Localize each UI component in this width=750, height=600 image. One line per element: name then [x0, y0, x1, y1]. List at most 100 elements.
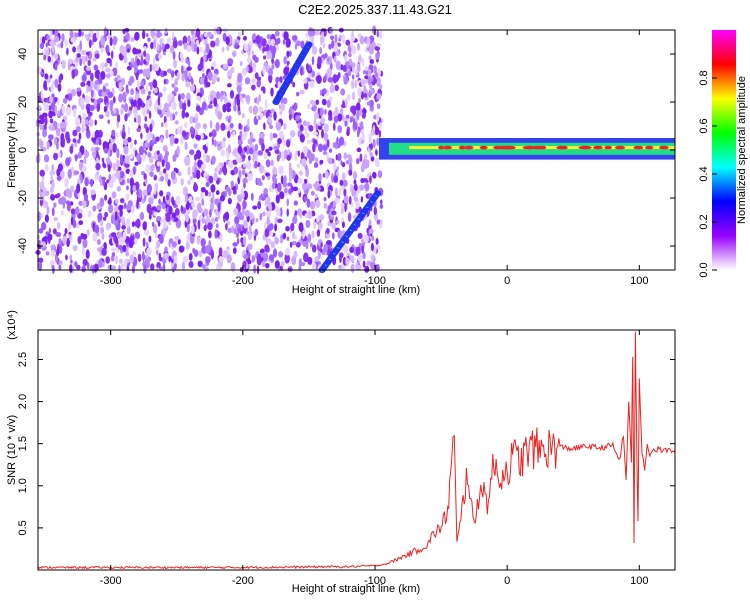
spectrogram-noise-mark [164, 172, 169, 183]
spectrogram-noise-mark [95, 162, 101, 171]
spectrogram-noise-mark [189, 126, 195, 135]
spectrogram-noise-mark [142, 221, 147, 231]
spectrogram-noise-mark [378, 129, 382, 138]
spectrogram-noise-mark [342, 179, 348, 187]
spectrogram-noise-mark [189, 84, 196, 92]
spectrogram-noise-mark [166, 194, 170, 201]
spectrogram-noise-mark [112, 108, 117, 114]
spectrogram-noise-mark [313, 139, 318, 145]
spectrogram-noise-mark [348, 52, 352, 58]
spectrogram-noise-mark [294, 209, 298, 216]
spectrogram-noise-mark [346, 93, 351, 101]
spectrogram-noise-mark [186, 45, 192, 53]
spectrogram-noise-mark [130, 37, 135, 42]
spectrogram-noise-mark [342, 64, 347, 72]
spectrogram-noise-mark [192, 209, 198, 220]
spectrogram-noise-mark [44, 116, 48, 126]
spectrogram-noise-mark [78, 132, 82, 140]
spectrogram-noise-mark [289, 106, 293, 116]
carrier-peak-mark [479, 145, 488, 150]
spectrogram-noise-mark [369, 151, 373, 157]
spectrogram-noise-mark [94, 146, 100, 152]
spectrogram-noise-mark [376, 30, 380, 38]
spectrogram-noise-mark [132, 47, 137, 55]
spectrogram-noise-mark [302, 182, 308, 191]
spectrogram-noise-mark [126, 185, 129, 191]
spectrogram-noise-mark [285, 139, 291, 148]
spectrogram-noise-mark [214, 198, 221, 203]
spectrogram-noise-mark [257, 181, 263, 186]
spectrogram-noise-mark [176, 72, 180, 81]
spectrogram-noise-mark [320, 37, 324, 42]
spectrogram-noise-mark [148, 90, 152, 96]
spectrogram-noise-mark [158, 170, 164, 177]
spectrogram-noise-mark [141, 152, 146, 162]
spectrogram-noise-mark [379, 199, 383, 205]
spectrogram-noise-mark [215, 91, 221, 100]
spectrogram-noise-mark [123, 202, 127, 209]
spectrogram-noise-mark [339, 179, 344, 186]
spectrogram-noise-mark [354, 79, 358, 89]
spectrogram-noise-mark [379, 30, 383, 40]
spectrogram-noise-mark [119, 170, 125, 179]
spectrogram-noise-mark [146, 183, 152, 194]
x-tick-label: -100 [364, 575, 386, 587]
spectrogram-noise-mark [233, 104, 237, 112]
spectrogram-noise-mark [240, 187, 244, 196]
spectrogram-noise-mark [164, 43, 170, 50]
spectrogram-noise-mark [80, 233, 84, 238]
spectrogram-noise-mark [81, 74, 87, 83]
spectrogram-noise-mark [342, 100, 345, 108]
spectrogram-noise-mark [376, 42, 382, 47]
spectrogram-noise-mark [90, 79, 94, 89]
spectrogram-noise-mark [96, 202, 100, 209]
spectrogram-noise-mark [177, 126, 183, 135]
spectrogram-noise-mark [200, 34, 204, 41]
spectrogram-noise-mark [80, 120, 86, 127]
spectrogram-noise-mark [215, 37, 220, 47]
spectrogram-noise-mark [270, 159, 274, 167]
spectrogram-noise-mark [186, 92, 191, 102]
spectrogram-noise-mark [334, 187, 338, 197]
spectrogram-noise-mark [376, 111, 380, 122]
spectrogram-noise-mark [341, 33, 346, 44]
spectrogram-noise-mark [309, 242, 313, 248]
spectrogram-noise-mark [163, 70, 167, 77]
spectrogram-noise-mark [136, 190, 140, 196]
spectrogram-noise-mark [118, 258, 124, 264]
spectrogram-noise-mark [189, 116, 194, 125]
y-tick-label: -40 [17, 238, 29, 254]
spectrogram-noise-mark [124, 113, 128, 122]
spectrogram-noise-mark [302, 120, 308, 127]
spectrogram-noise-mark [82, 112, 87, 120]
colorbar-tick-label: 0.6 [698, 118, 710, 133]
spectrogram-noise-mark [317, 124, 323, 131]
spectrogram-noise-mark [71, 88, 76, 97]
spectrogram-noise-mark [332, 200, 337, 208]
spectrogram-noise-mark [350, 201, 354, 208]
spectrogram-noise-mark [200, 238, 206, 247]
spectrogram-noise-mark [352, 107, 356, 116]
spectrogram-noise-mark [313, 131, 319, 136]
spectrogram-noise-mark [84, 95, 90, 104]
spectrogram-noise-mark [191, 202, 196, 208]
spectrogram-noise-mark [45, 42, 48, 48]
spectrogram-noise-mark [252, 205, 258, 210]
spectrogram-noise-mark [356, 147, 362, 153]
spectrogram-noise-mark [74, 154, 78, 162]
spectrogram-noise-mark [334, 106, 339, 116]
spectrogram-noise-mark [146, 133, 152, 141]
spectrogram-noise-mark [99, 129, 103, 139]
spectrogram-noise-mark [143, 229, 150, 236]
spectrogram-noise-mark [125, 84, 129, 93]
spectrogram-noise-mark [45, 164, 49, 172]
spectrogram-noise-mark [299, 133, 305, 143]
spectrogram-noise-mark [324, 170, 329, 180]
spectrogram-noise-mark [210, 40, 216, 48]
spectrogram-noise-mark [104, 82, 109, 87]
spectrogram-noise-mark [363, 85, 367, 93]
spectrogram-noise-mark [119, 236, 125, 245]
spectrogram-noise-mark [272, 248, 278, 258]
spectrogram-noise-mark [326, 99, 331, 108]
spectrogram-noise-mark [105, 73, 111, 79]
